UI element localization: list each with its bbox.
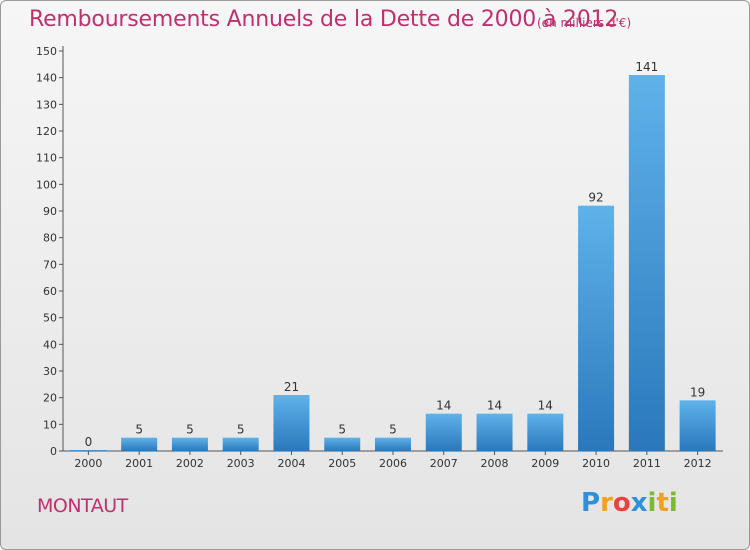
x-tick-label: 2009: [531, 457, 559, 470]
x-tick-label: 2006: [379, 457, 407, 470]
bar-value-label: 5: [338, 423, 346, 437]
y-tick-label: 10: [43, 418, 57, 431]
bar-value-label: 141: [635, 60, 658, 74]
y-tick-label: 120: [36, 125, 57, 138]
bar: [679, 400, 716, 451]
bar-value-label: 0: [85, 435, 93, 449]
x-tick-label: 2003: [227, 457, 255, 470]
logo-letter: i: [647, 488, 657, 518]
bar-value-label: 5: [389, 423, 397, 437]
chart-title: Remboursements Annuels de la Dette de 20…: [29, 7, 619, 32]
y-tick-label: 140: [36, 72, 57, 85]
logo-letter: t: [656, 488, 669, 518]
bar-value-label: 5: [135, 423, 143, 437]
bar-value-label: 5: [186, 423, 194, 437]
x-tick-label: 2010: [582, 457, 610, 470]
bar: [222, 437, 259, 451]
y-tick-label: 110: [36, 152, 57, 165]
logo-letter: i: [668, 488, 678, 518]
y-tick-label: 130: [36, 98, 57, 111]
bar: [324, 437, 361, 451]
x-tick-label: 2001: [125, 457, 153, 470]
bar: [121, 437, 158, 451]
x-tick-label: 2005: [328, 457, 356, 470]
bar: [476, 413, 513, 451]
x-tick-label: 2011: [633, 457, 661, 470]
x-tick-label: 2000: [74, 457, 102, 470]
y-tick-label: 30: [43, 365, 57, 378]
y-tick-label: 90: [43, 205, 57, 218]
bar-value-label: 92: [588, 191, 603, 205]
proxiti-logo: Proxiti: [581, 488, 678, 518]
logo-letter: x: [630, 488, 648, 518]
logo-letter: o: [612, 488, 631, 518]
x-tick-label: 2007: [430, 457, 458, 470]
bar: [375, 437, 411, 451]
x-tick-label: 2004: [277, 457, 305, 470]
bar-value-label: 14: [538, 399, 553, 413]
bar-value-label: 21: [284, 380, 299, 394]
chart-unit: (en milliers d'€): [537, 16, 632, 30]
y-tick-label: 100: [36, 178, 57, 191]
bar: [527, 413, 564, 451]
bar: [70, 450, 107, 451]
x-tick-label: 2012: [684, 457, 712, 470]
y-tick-label: 50: [43, 312, 57, 325]
bar: [578, 205, 615, 451]
x-tick-label: 2008: [481, 457, 509, 470]
bar: [171, 437, 208, 451]
y-tick-label: 70: [43, 258, 57, 271]
y-tick-label: 60: [43, 285, 57, 298]
y-tick-label: 0: [50, 445, 57, 458]
bar: [273, 395, 310, 451]
logo-letter: P: [581, 488, 601, 518]
y-tick-label: 80: [43, 232, 57, 245]
logo-letter: r: [600, 488, 613, 518]
bar-value-label: 14: [436, 399, 451, 413]
bar-value-label: 14: [487, 399, 502, 413]
bar-value-label: 19: [690, 385, 705, 399]
y-tick-label: 20: [43, 392, 57, 405]
y-tick-label: 150: [36, 45, 57, 58]
bar: [425, 413, 462, 451]
bar: [628, 75, 665, 451]
commune-name: MONTAUT: [37, 495, 128, 517]
bar-value-label: 5: [237, 423, 245, 437]
y-tick-label: 40: [43, 338, 57, 351]
x-tick-label: 2002: [176, 457, 204, 470]
